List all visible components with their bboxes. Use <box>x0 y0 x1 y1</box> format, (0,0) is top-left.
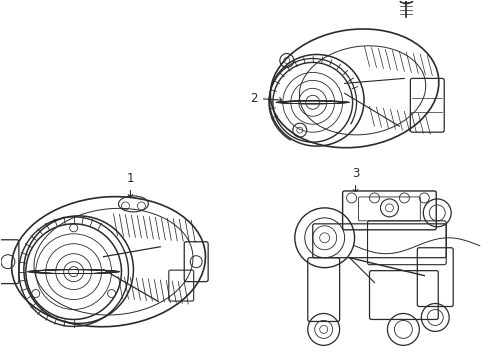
Text: 3: 3 <box>352 167 359 192</box>
Text: 2: 2 <box>250 92 281 105</box>
Text: 1: 1 <box>127 172 134 197</box>
